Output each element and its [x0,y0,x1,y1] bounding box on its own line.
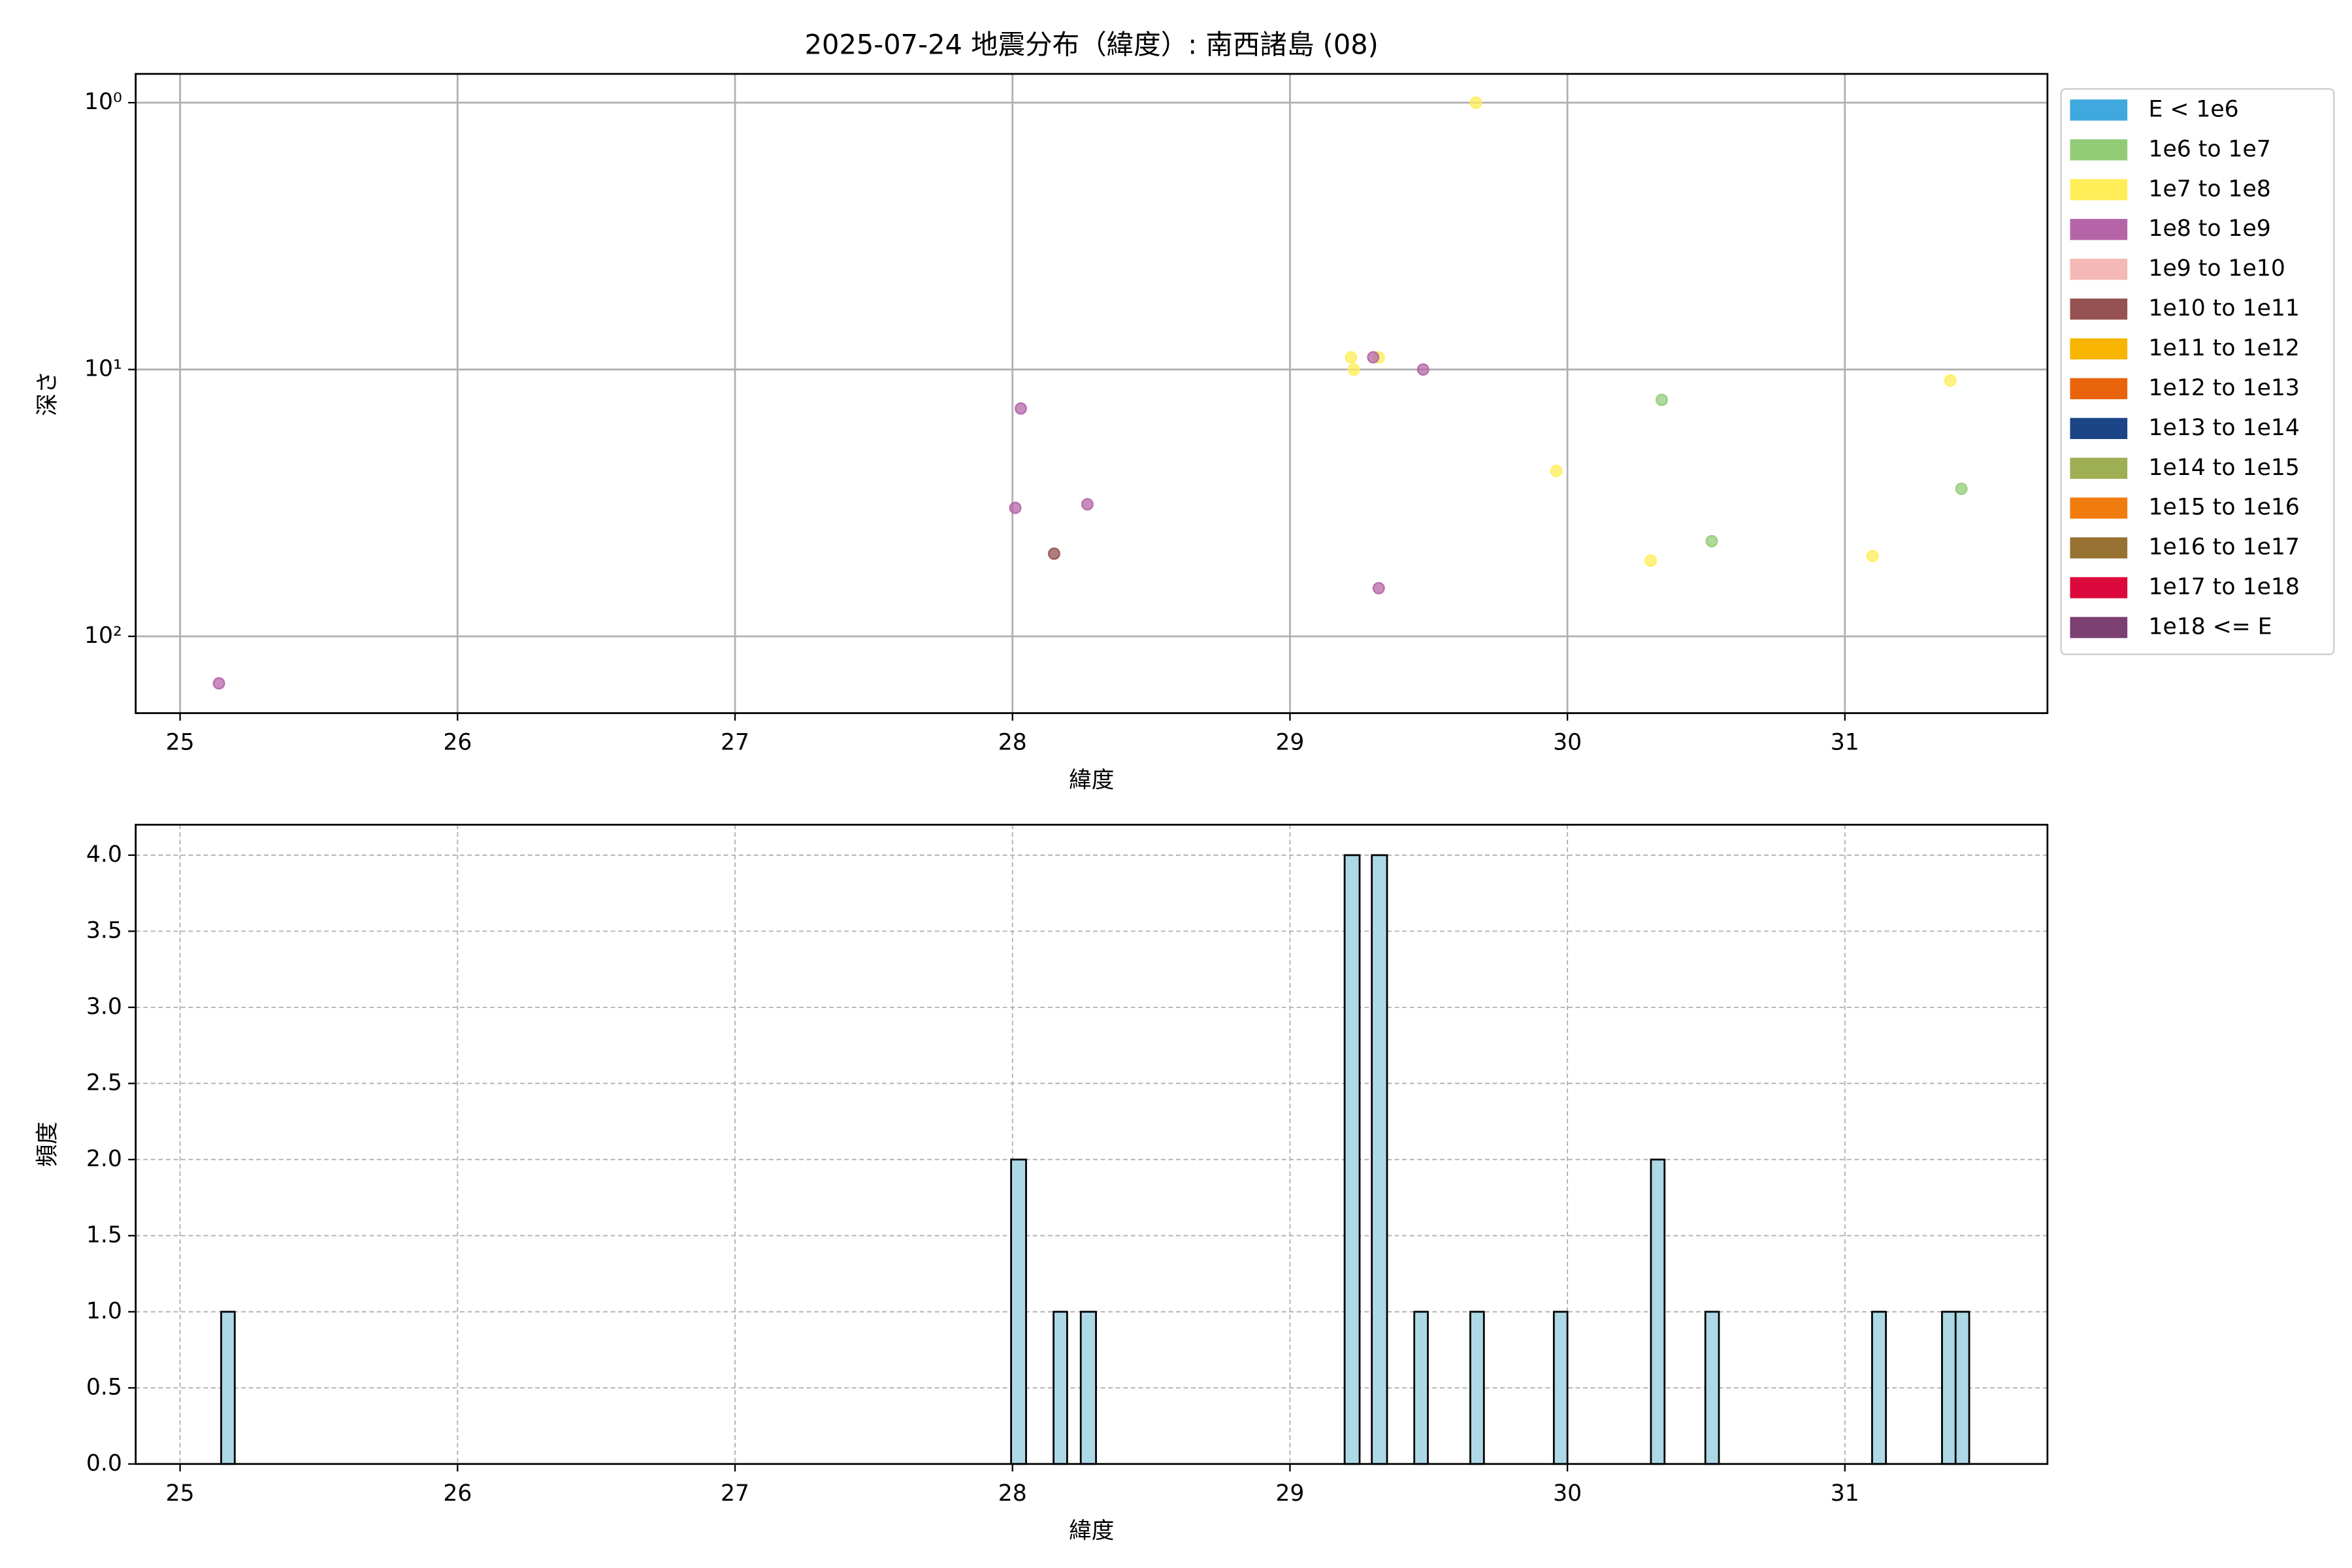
hist-bar [1552,1311,1569,1465]
hist-bar [1704,1311,1720,1465]
y-tick-label: 3.0 [86,994,122,1020]
scatter-point [1015,402,1027,415]
legend-swatch [2070,139,2128,161]
scatter-point [1705,534,1718,547]
legend-label: 1e13 to 1e14 [2148,415,2299,441]
scatter-point [1644,554,1657,567]
y-tick-label: 3.5 [86,917,122,943]
legend-label: 1e8 to 1e9 [2148,216,2270,242]
x-tick-label: 25 [166,730,195,756]
y-tick-label: 1.0 [86,1298,122,1324]
hist-bar [1413,1311,1429,1465]
hist-bar [1650,1158,1666,1465]
hist-bar [1871,1311,1887,1465]
legend-label: 1e17 to 1e18 [2148,574,2299,600]
legend-swatch [2070,378,2128,400]
x-tick-label: 31 [1831,1480,1859,1507]
legend-swatch [2070,457,2128,479]
legend-label: 1e14 to 1e15 [2148,455,2299,481]
scatter-point [1081,498,1094,511]
legend-swatch [2070,99,2128,121]
legend-label: 1e9 to 1e10 [2148,255,2285,282]
y-tick-label: 0.0 [86,1450,122,1477]
scatter-point [1367,351,1380,364]
scatter-point [1955,482,1968,495]
legend-swatch [2070,298,2128,320]
legend-label: 1e10 to 1e11 [2148,295,2299,321]
legend-label: 1e6 to 1e7 [2148,136,2270,162]
y-axis-label: 頻度 [35,1122,61,1167]
y-tick-label: 2.5 [86,1070,122,1096]
legend-label: 1e11 to 1e12 [2148,335,2299,361]
legend-swatch [2070,417,2128,439]
hist-bar [1079,1311,1097,1465]
legend-swatch [2070,577,2128,598]
axes-frame [135,73,2049,714]
scatter-point [1469,96,1482,109]
hist-bar [1053,1311,1068,1465]
x-tick-label: 29 [1275,1480,1304,1507]
x-tick-label: 29 [1275,730,1304,756]
scatter-point [1372,581,1385,595]
hist-bar [1469,1311,1485,1465]
hist-bar [1343,854,1361,1465]
chart-title: 2025-07-24 地震分布（緯度）: 南西諸島 (08) [805,29,1379,61]
y-tick-label: 10⁰ [84,89,122,115]
legend-label: 1e18 <= E [2148,613,2272,640]
scatter-point [1866,549,1879,563]
scatter-point [1047,547,1060,560]
hist-bar [220,1311,236,1465]
hist-bar [1941,1311,1957,1465]
y-tick-label: 10² [84,623,122,649]
legend-swatch [2070,179,2128,201]
y-tick-label: 0.5 [86,1374,122,1400]
scatter-point [1550,465,1563,478]
legend-label: 1e7 to 1e8 [2148,176,2270,202]
x-axis-label: 緯度 [1069,1518,1114,1544]
axes-frame [135,823,2049,1465]
legend-box [2060,88,2335,655]
x-tick-label: 28 [998,730,1027,756]
scatter-point [212,677,225,690]
scatter-point [1009,501,1022,514]
x-tick-label: 30 [1553,1480,1582,1507]
scatter-point [1656,393,1668,406]
x-axis-label: 緯度 [1069,767,1114,793]
y-axis-label: 深さ [35,371,61,416]
legend-swatch [2070,617,2128,638]
legend-swatch [2070,338,2128,360]
hist-bar [1954,1311,1970,1465]
legend-label: E < 1e6 [2148,96,2238,122]
x-tick-label: 27 [721,730,749,756]
legend-swatch [2070,537,2128,559]
x-tick-label: 26 [443,1480,472,1507]
legend-label: 1e12 to 1e13 [2148,375,2299,401]
legend-swatch [2070,259,2128,280]
scatter-point [1944,374,1957,387]
legend-label: 1e16 to 1e17 [2148,534,2299,561]
y-tick-label: 10¹ [84,356,122,382]
hist-bar [1010,1158,1027,1465]
scatter-point [1347,363,1360,376]
legend-label: 1e15 to 1e16 [2148,495,2299,521]
y-tick-label: 1.5 [86,1222,122,1248]
x-tick-label: 31 [1831,730,1859,756]
legend-swatch [2070,497,2128,519]
y-tick-label: 2.0 [86,1146,122,1172]
x-tick-label: 26 [443,730,472,756]
scatter-point [1345,351,1358,364]
x-tick-label: 30 [1553,730,1582,756]
x-tick-label: 28 [998,1480,1027,1507]
y-tick-label: 4.0 [86,841,122,868]
x-tick-label: 27 [721,1480,749,1507]
hist-bar [1371,854,1388,1465]
scatter-point [1416,363,1429,376]
x-tick-label: 25 [166,1480,195,1507]
legend-swatch [2070,219,2128,240]
